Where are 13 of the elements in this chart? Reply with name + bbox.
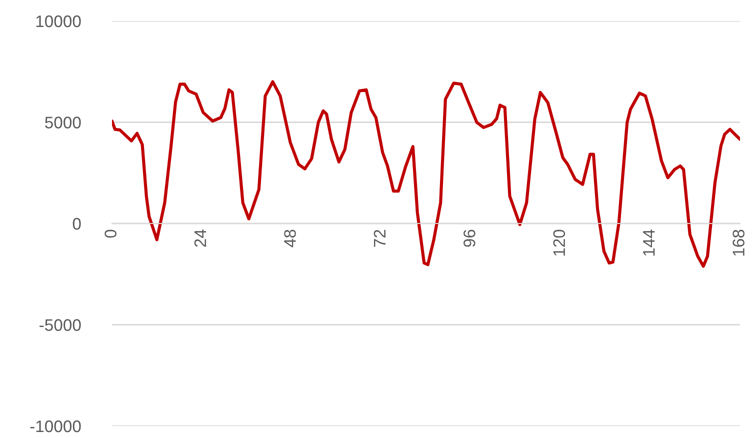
x-tick-label: 168 <box>732 230 744 256</box>
y-tick-label: -5000 <box>40 319 81 331</box>
x-tick-label: 144 <box>643 230 655 256</box>
y-tick-label: 0 <box>72 218 81 230</box>
y-tick-label: -10000 <box>30 420 81 432</box>
x-tick-label: 96 <box>464 230 476 247</box>
x-tick-label: 48 <box>284 230 296 248</box>
x-tick-label: 24 <box>194 230 206 247</box>
y-tick-label: 10000 <box>36 15 81 28</box>
y-tick-label: 5000 <box>45 116 81 128</box>
x-tick-label: 120 <box>553 230 566 256</box>
x-tick-label: 72 <box>374 230 386 247</box>
x-tick-label: 0 <box>104 230 116 238</box>
